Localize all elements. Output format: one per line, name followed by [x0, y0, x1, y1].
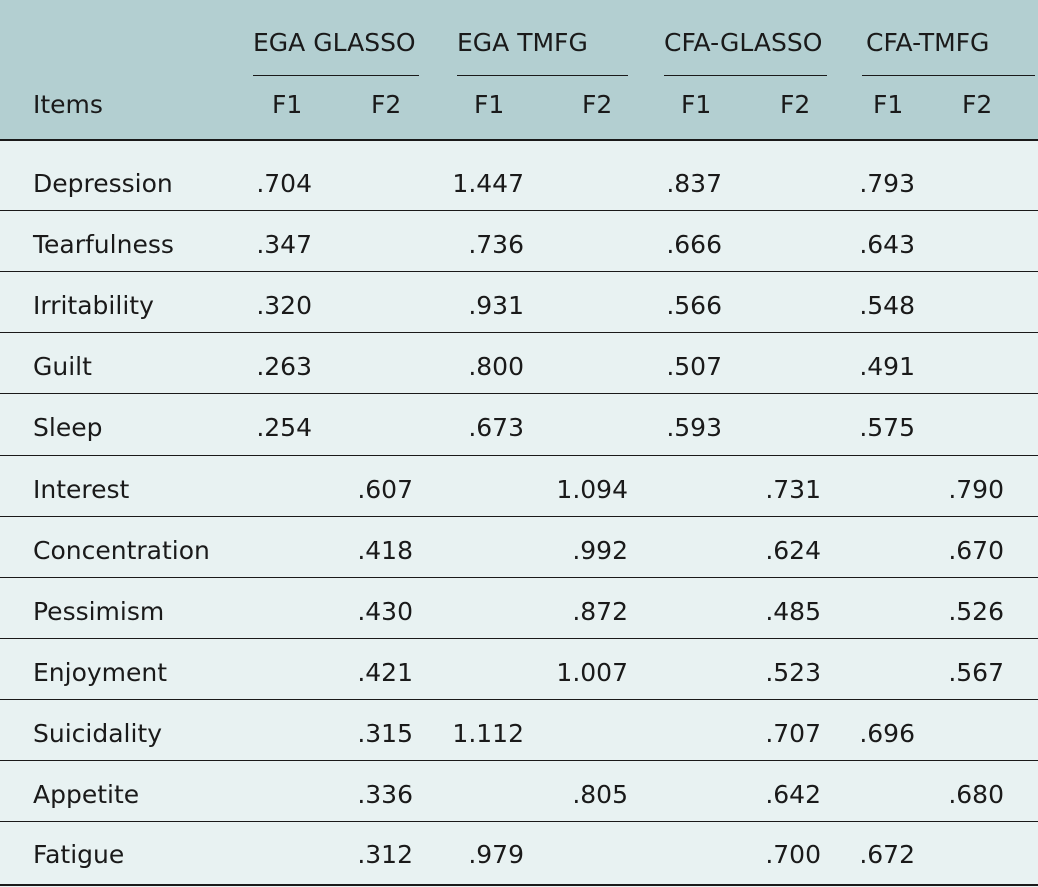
- subheader-f1: F1: [272, 90, 303, 119]
- loading-value: .526: [948, 597, 1004, 626]
- group-underline: [664, 75, 827, 76]
- loading-value: .430: [357, 597, 413, 626]
- subheader-f2: F2: [582, 90, 613, 119]
- loading-value: .696: [859, 719, 915, 748]
- subheader-f1: F1: [474, 90, 505, 119]
- loading-value: .418: [357, 536, 413, 565]
- subheader-f1: F1: [873, 90, 904, 119]
- item-label: Depression: [33, 169, 173, 198]
- loading-value: .567: [948, 658, 1004, 687]
- table-bottom-rule: [0, 884, 1038, 886]
- subheader-f2: F2: [371, 90, 402, 119]
- loading-value: .624: [765, 536, 821, 565]
- row-divider: [0, 210, 1038, 211]
- row-divider: [0, 638, 1038, 639]
- loading-value: .805: [572, 780, 628, 809]
- loading-value: .575: [859, 413, 915, 442]
- loading-value: .523: [765, 658, 821, 687]
- loading-value: .704: [256, 169, 312, 198]
- loading-value: .320: [256, 291, 312, 320]
- loading-value: .548: [859, 291, 915, 320]
- subheader-f1: F1: [681, 90, 712, 119]
- loading-value: .680: [948, 780, 1004, 809]
- row-divider: [0, 332, 1038, 333]
- loading-value: .979: [468, 840, 524, 869]
- group-header-cfa-tmfg: CFA-TMFG: [866, 28, 990, 57]
- item-label: Tearfulness: [33, 230, 174, 259]
- loading-value: .872: [572, 597, 628, 626]
- loading-value: .254: [256, 413, 312, 442]
- row-divider: [0, 577, 1038, 578]
- item-label: Pessimism: [33, 597, 165, 626]
- subheader-f2: F2: [962, 90, 993, 119]
- group-header-ega-tmfg: EGA TMFG: [457, 28, 588, 57]
- group-underline: [457, 75, 628, 76]
- loading-value: .566: [666, 291, 722, 320]
- loading-value: .793: [859, 169, 915, 198]
- loading-value: .607: [357, 475, 413, 504]
- loading-value: .491: [859, 352, 915, 381]
- loading-value: .421: [357, 658, 413, 687]
- loading-value: .315: [357, 719, 413, 748]
- loading-value: .670: [948, 536, 1004, 565]
- loading-value: .673: [468, 413, 524, 442]
- table-header: EGA GLASSO EGA TMFG CFA-GLASSO CFA-TMFG …: [0, 0, 1038, 141]
- loading-value: 1.112: [452, 719, 524, 748]
- group-underline: [862, 75, 1035, 76]
- loading-value: .931: [468, 291, 524, 320]
- item-label: Enjoyment: [33, 658, 168, 687]
- row-divider: [0, 516, 1038, 517]
- row-divider: [0, 271, 1038, 272]
- loading-value: .347: [256, 230, 312, 259]
- loading-value: .263: [256, 352, 312, 381]
- loading-value: .507: [666, 352, 722, 381]
- item-label: Concentration: [33, 536, 210, 565]
- loading-value: 1.007: [556, 658, 628, 687]
- loading-value: .837: [666, 169, 722, 198]
- item-label: Interest: [33, 475, 130, 504]
- loading-value: 1.447: [452, 169, 524, 198]
- loading-value: .700: [765, 840, 821, 869]
- loading-value: .800: [468, 352, 524, 381]
- row-divider: [0, 393, 1038, 394]
- loading-value: .643: [859, 230, 915, 259]
- loading-value: .593: [666, 413, 722, 442]
- loading-value: 1.094: [556, 475, 628, 504]
- group-underline: [253, 75, 419, 76]
- subheader-f2: F2: [780, 90, 811, 119]
- item-label: Suicidality: [33, 719, 163, 748]
- row-divider: [0, 699, 1038, 700]
- loading-value: .707: [765, 719, 821, 748]
- loading-value: .731: [765, 475, 821, 504]
- loading-value: .312: [357, 840, 413, 869]
- loading-value: .336: [357, 780, 413, 809]
- loading-value: .736: [468, 230, 524, 259]
- item-label: Fatigue: [33, 840, 125, 869]
- group-header-cfa-glasso: CFA-GLASSO: [664, 28, 823, 57]
- items-column-header: Items: [33, 90, 103, 119]
- loading-value: .642: [765, 780, 821, 809]
- loading-value: .672: [859, 840, 915, 869]
- item-label: Guilt: [33, 352, 92, 381]
- loading-value: .790: [948, 475, 1004, 504]
- loading-value: .992: [572, 536, 628, 565]
- loading-value: .485: [765, 597, 821, 626]
- item-label: Sleep: [33, 413, 103, 442]
- item-label: Irritability: [33, 291, 154, 320]
- row-divider: [0, 821, 1038, 822]
- group-header-ega-glasso: EGA GLASSO: [253, 28, 416, 57]
- item-label: Appetite: [33, 780, 140, 809]
- loading-value: .666: [666, 230, 722, 259]
- row-divider: [0, 455, 1038, 456]
- row-divider: [0, 760, 1038, 761]
